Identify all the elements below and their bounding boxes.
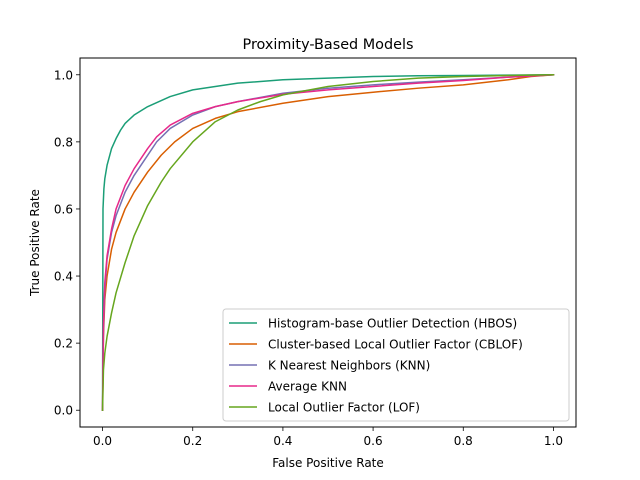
y-tick-label: 1.0 <box>54 68 73 82</box>
x-axis-label: False Positive Rate <box>272 456 384 470</box>
series-layer <box>101 73 555 411</box>
x-axis-ticks: 0.0 0.2 0.4 0.6 0.8 1.0 <box>93 427 563 448</box>
series-line-1 <box>101 74 555 411</box>
legend-label-3: K Nearest Neighbors (KNN) <box>268 359 430 373</box>
legend-label-4: Average KNN <box>268 380 347 394</box>
x-tick-label: 0.0 <box>93 434 112 448</box>
plot-frame <box>79 57 577 428</box>
y-tick-label: 0.6 <box>54 202 73 216</box>
y-tick-label: 0.4 <box>54 270 73 284</box>
y-tick-label: 0.0 <box>54 404 73 418</box>
legend: Histogram-base Outlier Detection (HBOS) C… <box>222 308 570 422</box>
legend-frame <box>222 308 570 422</box>
series-line-5 <box>101 74 555 411</box>
y-axis-label: True Positive Rate <box>28 189 42 297</box>
y-axis-ticks: 0.0 0.2 0.4 0.6 0.8 1.0 <box>54 68 80 418</box>
chart-title: Proximity-Based Models <box>243 37 414 53</box>
x-tick-label: 0.8 <box>454 434 473 448</box>
x-tick-label: 0.6 <box>364 434 383 448</box>
legend-label-2: Cluster-based Local Outlier Factor (CBLO… <box>268 338 523 352</box>
legend-label-1: Histogram-base Outlier Detection (HBOS) <box>268 317 517 331</box>
x-tick-label: 0.2 <box>183 434 202 448</box>
legend-label-5: Local Outlier Factor (LOF) <box>268 401 420 415</box>
y-tick-label: 0.2 <box>54 337 73 351</box>
series-line-2 <box>101 73 555 411</box>
y-tick-label: 0.8 <box>54 135 73 149</box>
x-tick-label: 1.0 <box>544 434 563 448</box>
x-tick-label: 0.4 <box>273 434 292 448</box>
series-line-4 <box>101 73 555 411</box>
